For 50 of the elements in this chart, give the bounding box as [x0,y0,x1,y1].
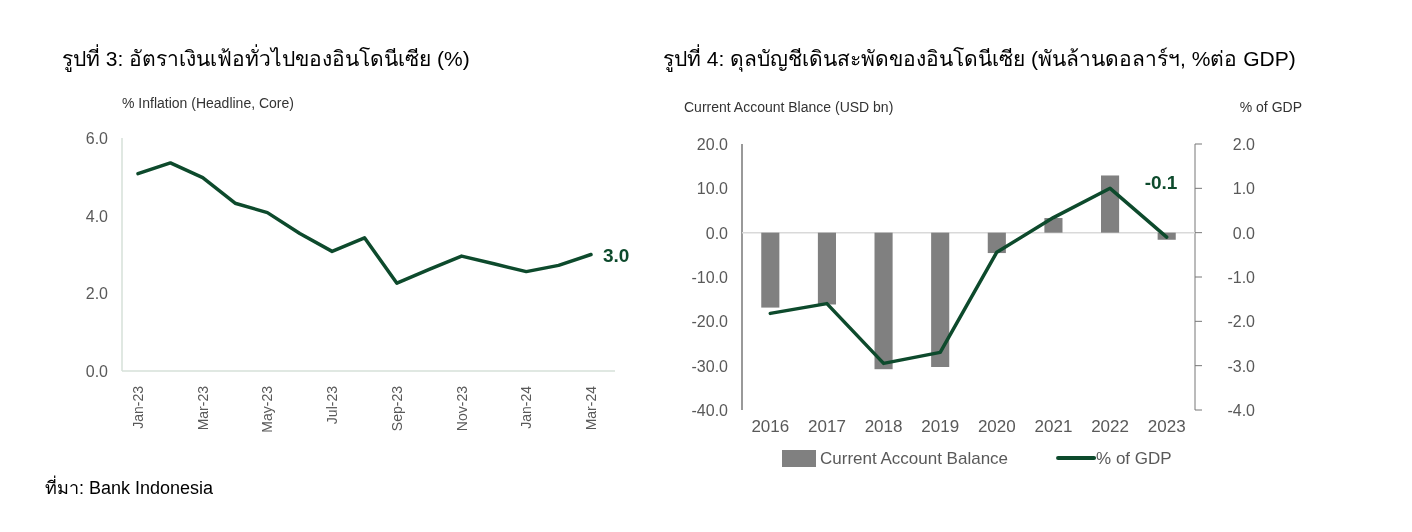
x-tick-label: 2019 [921,417,960,436]
data-label: 3.0 [603,244,630,266]
x-tick-label: 2021 [1034,417,1073,436]
bar [817,232,836,305]
line-series [136,161,593,285]
y-tick-label: 20.0 [696,136,729,153]
x-tick-label: Mar-24 [583,385,599,431]
y-tick-label: 2.0 [85,285,109,303]
y-tick-label: 0.0 [85,363,109,380]
x-tick-label: Jan-24 [518,385,535,429]
x-tick-label: 2018 [864,417,903,436]
chart-title: รูปที่ 4: ดุลบัญชีเดินสะพัดของอินโดนีเซีย (พันล้านดอลาร์ฯ, %ต่อ GDP) [663,44,1296,72]
y-tick-label: -40.0 [691,402,729,419]
x-tick-label: 2023 [1147,417,1186,436]
y-tick-label: 10.0 [696,180,729,198]
y2-tick-label: -4.0 [1227,402,1256,419]
legend-label: Current Account Balance [820,449,1009,468]
x-tick-label: 2020 [977,417,1016,436]
y2-tick-label: 0.0 [1232,224,1256,242]
x-tick-label: Nov-23 [453,385,470,432]
bar [874,232,893,370]
y2-tick-label: -1.0 [1227,269,1256,286]
y-tick-label: 4.0 [85,207,109,225]
legend-label: % of GDP [1096,449,1172,468]
y2-tick-label: -3.0 [1227,357,1256,375]
y-axis-title: Current Account Blance (USD bn) [684,99,894,115]
bar [1101,175,1120,233]
bar [761,232,780,308]
y2-tick-label: -2.0 [1227,313,1256,331]
y-axis-title: % Inflation (Headline, Core) [122,95,294,111]
x-tick-label: 2016 [751,417,790,436]
x-tick-label: May-23 [259,385,276,433]
y-tick-label: 6.0 [85,130,109,147]
x-tick-label: Sep-23 [388,385,405,432]
x-tick-label: Mar-23 [194,385,211,431]
y2-axis-title: % of GDP [1239,99,1302,115]
y2-tick-label: 1.0 [1232,180,1256,198]
x-tick-label: Jul-23 [324,385,341,425]
x-tick-label: 2022 [1091,417,1129,436]
y2-tick-label: 2.0 [1232,136,1256,153]
x-tick-label: Jan-23 [130,385,146,429]
y-tick-label: 0.0 [705,224,729,242]
y-tick-label: -30.0 [691,357,729,375]
text: ที่มา: Bank Indonesia [45,475,215,498]
bar [931,232,950,367]
x-tick-label: 2017 [808,417,846,436]
y-tick-label: -20.0 [691,313,729,331]
data-label: -0.1 [1144,172,1178,194]
y-tick-label: -10.0 [691,269,729,286]
chart-title: รูปที่ 3: อัตราเงินเฟ้อทั่วไปของอินโดนีเซีย (%) [62,44,470,72]
